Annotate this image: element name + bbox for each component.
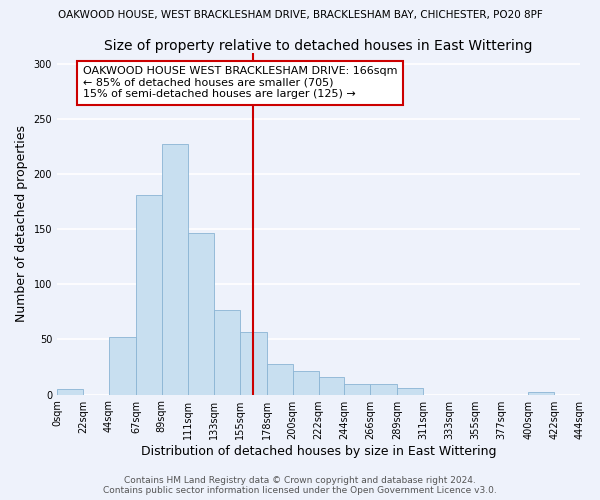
Bar [188,232,214,394]
Bar [528,392,554,394]
Title: Size of property relative to detached houses in East Wittering: Size of property relative to detached ho… [104,39,533,53]
Bar [319,377,344,394]
Bar [344,384,370,394]
Bar [293,372,319,394]
Bar [57,389,83,394]
Y-axis label: Number of detached properties: Number of detached properties [15,126,28,322]
Bar [397,388,424,394]
Text: Contains HM Land Registry data © Crown copyright and database right 2024.
Contai: Contains HM Land Registry data © Crown c… [103,476,497,495]
Bar [136,195,162,394]
Text: OAKWOOD HOUSE, WEST BRACKLESHAM DRIVE, BRACKLESHAM BAY, CHICHESTER, PO20 8PF: OAKWOOD HOUSE, WEST BRACKLESHAM DRIVE, B… [58,10,542,20]
Bar [214,310,239,394]
X-axis label: Distribution of detached houses by size in East Wittering: Distribution of detached houses by size … [141,444,496,458]
Bar [370,384,397,394]
Bar [162,144,188,394]
Bar [109,338,136,394]
Bar [239,332,266,394]
Bar [266,364,293,394]
Text: OAKWOOD HOUSE WEST BRACKLESHAM DRIVE: 166sqm
← 85% of detached houses are smalle: OAKWOOD HOUSE WEST BRACKLESHAM DRIVE: 16… [83,66,397,100]
